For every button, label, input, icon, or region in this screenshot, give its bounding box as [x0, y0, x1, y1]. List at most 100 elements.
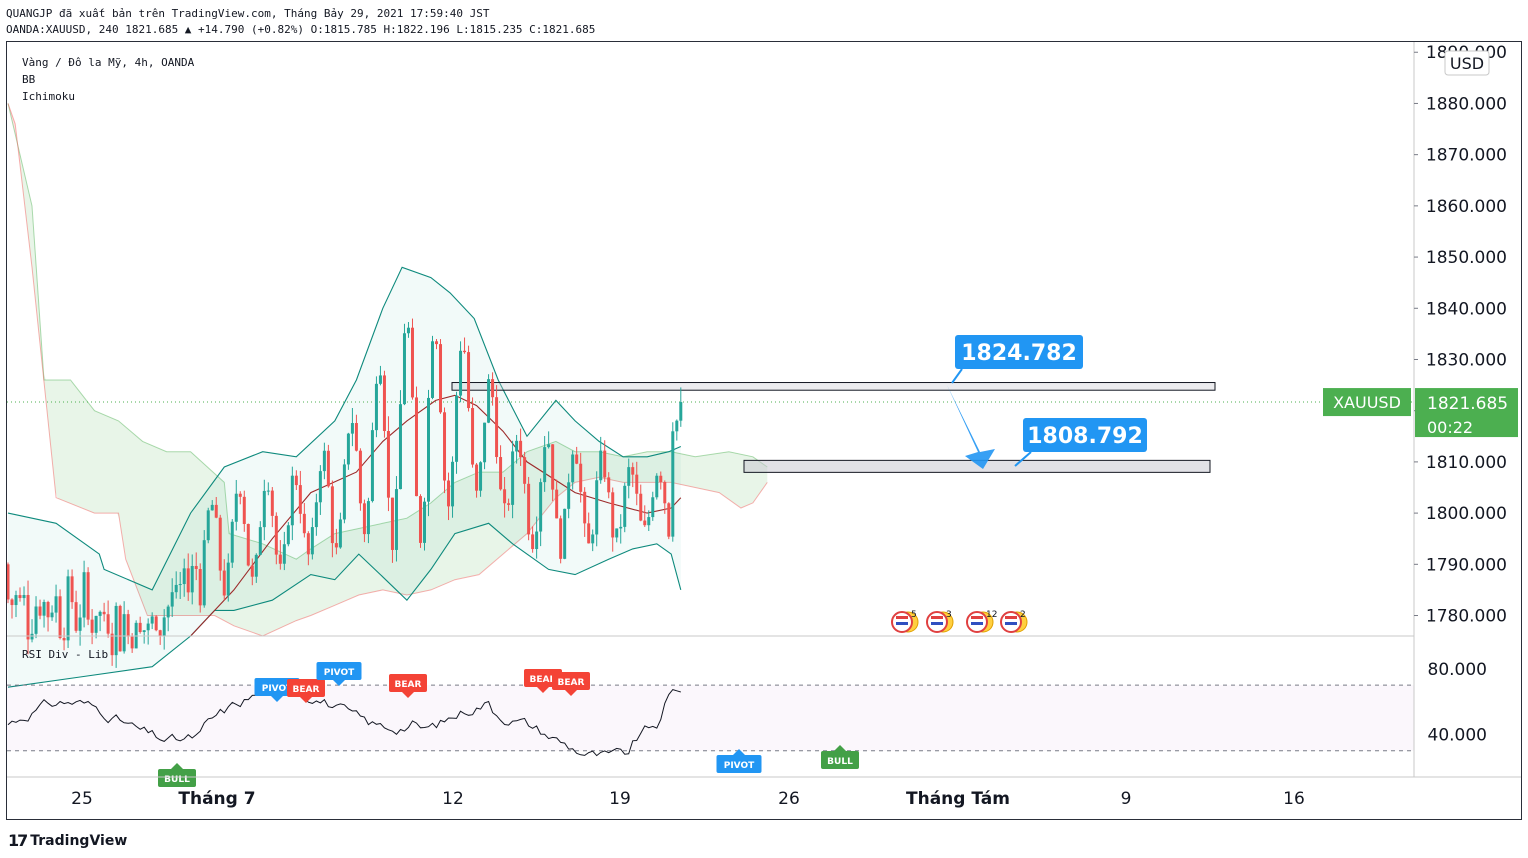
bb-upper-line	[7, 266, 682, 591]
publish-info: QUANGJP đã xuất bản trên TradingView.com…	[6, 7, 490, 20]
candle	[386, 416, 390, 512]
candle	[202, 530, 206, 608]
candle-body	[202, 540, 206, 606]
candle-body	[475, 464, 479, 491]
tradingview-logo[interactable]: 17 TradingView	[8, 831, 127, 850]
candle	[74, 590, 78, 633]
price-tick-label: 1860.000	[1426, 197, 1507, 217]
rsi-signal-bear[interactable]: BEAR	[389, 674, 427, 698]
candle	[623, 482, 627, 533]
candle-body	[398, 404, 402, 490]
candle-body	[659, 475, 663, 483]
rsi-legend[interactable]: RSI Div - Lib	[22, 648, 109, 661]
price-tick-label: 1810.000	[1426, 453, 1507, 473]
currency-button-bg[interactable]	[1444, 50, 1490, 76]
candle-body	[663, 482, 667, 504]
resistance-label-bg[interactable]	[955, 335, 1083, 369]
economic-event[interactable]: 3	[926, 610, 954, 633]
candle	[543, 436, 547, 492]
candle-body	[483, 422, 487, 463]
event-count: 5	[911, 610, 917, 620]
signal-badge	[287, 679, 325, 697]
candle	[278, 540, 282, 570]
flag-stripe	[896, 622, 908, 625]
rsi-band-fill	[7, 685, 1414, 751]
candle	[322, 442, 326, 480]
candle	[146, 618, 150, 645]
candle	[242, 490, 246, 532]
candle	[346, 432, 350, 470]
candle-body	[571, 454, 575, 483]
rsi-signal-bear[interactable]: BEAR	[287, 679, 325, 703]
signal-label: BEAR	[293, 685, 320, 695]
rsi-signal-pivot[interactable]: PIVOT	[316, 662, 362, 686]
economic-event[interactable]: 12	[966, 610, 997, 633]
currency-button[interactable]: USD	[1450, 54, 1484, 73]
price-tick-label: 1780.000	[1426, 607, 1507, 627]
rsi-signal-pivot[interactable]: PIVOT	[716, 749, 762, 773]
ichimoku-legend[interactable]: Ichimoku	[22, 90, 75, 103]
candle-body	[194, 565, 198, 570]
bb-legend[interactable]: BB	[22, 73, 36, 86]
candle	[162, 609, 166, 650]
time-tick-label: 16	[1283, 789, 1305, 809]
candle	[294, 470, 298, 491]
candle-body	[338, 519, 342, 548]
candle-body	[66, 576, 70, 641]
economic-event[interactable]: 5	[891, 610, 919, 633]
candle	[410, 318, 414, 400]
candle	[178, 571, 182, 600]
economic-event[interactable]: 2	[1000, 610, 1028, 633]
candle-body	[607, 477, 611, 493]
signal-pointer	[402, 692, 414, 698]
candle-body	[495, 397, 499, 458]
candle-body	[382, 375, 386, 432]
rsi-signal-bull[interactable]: BULL	[158, 763, 196, 787]
candle	[418, 494, 422, 548]
resistance-box[interactable]	[451, 382, 1216, 391]
symbol-tag: XAUUSD	[1333, 393, 1401, 412]
resistance-label[interactable]: 1824.782	[961, 341, 1077, 366]
rsi-signal-bull[interactable]: BULL	[821, 745, 859, 769]
signal-label: PIVOT	[724, 761, 755, 771]
candle-body	[46, 601, 50, 618]
candle	[495, 385, 499, 464]
candle-body	[98, 611, 102, 616]
candle	[675, 419, 679, 441]
kumo-span-b	[7, 103, 768, 637]
candle-body	[306, 533, 310, 555]
candle-body	[631, 467, 635, 475]
support-label-bg[interactable]	[1023, 418, 1147, 452]
candle-body	[14, 595, 18, 606]
candle-body	[463, 350, 467, 353]
candle-body	[587, 523, 591, 544]
candle	[583, 487, 587, 537]
candle-body	[106, 614, 110, 634]
candle-body	[186, 568, 190, 593]
candle-body	[30, 633, 34, 640]
candle	[378, 365, 382, 386]
flag-stripe	[1005, 616, 1017, 619]
candle-body	[102, 611, 106, 615]
candle	[214, 496, 218, 519]
candle	[651, 491, 655, 521]
price-tick-label: 1790.000	[1426, 555, 1507, 575]
signal-pointer	[171, 763, 183, 769]
candle	[595, 471, 599, 547]
time-tick-label: 9	[1121, 789, 1132, 809]
candle	[290, 466, 294, 541]
support-label-pointer	[1014, 451, 1032, 467]
symbol-legend[interactable]: Vàng / Đô la Mỹ, 4h, OANDA	[22, 56, 195, 69]
resistance-label-pointer	[951, 368, 963, 384]
candle-body	[78, 617, 82, 631]
candle-body	[354, 423, 358, 451]
support-label[interactable]: 1808.792	[1027, 424, 1143, 449]
rsi-signal-bear[interactable]: BEAR	[552, 672, 590, 696]
candle	[635, 461, 639, 506]
candle	[106, 600, 110, 638]
candle	[639, 484, 643, 522]
candle	[567, 473, 571, 519]
candle-body	[274, 515, 278, 555]
candle-body	[627, 467, 631, 486]
